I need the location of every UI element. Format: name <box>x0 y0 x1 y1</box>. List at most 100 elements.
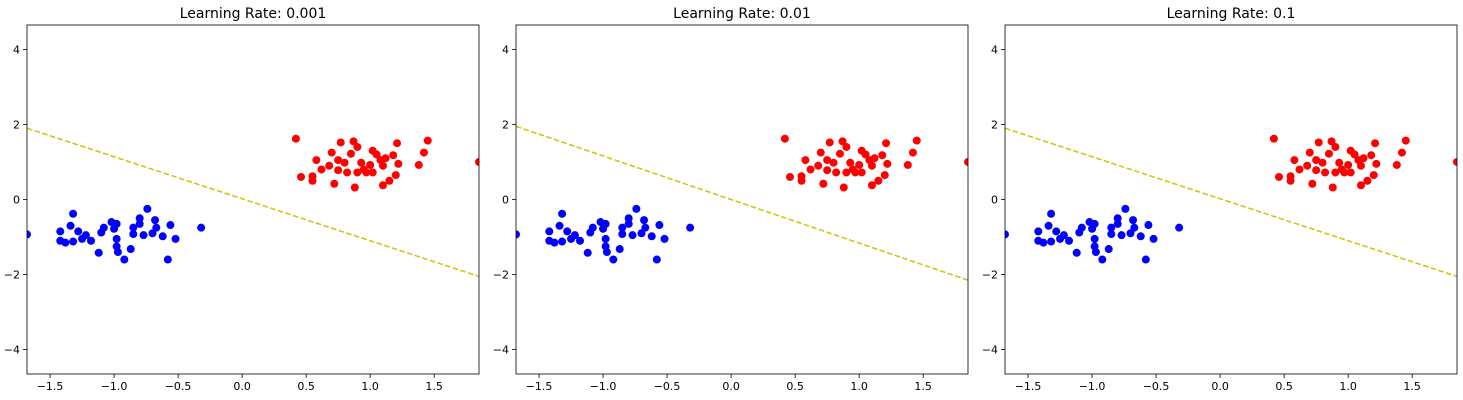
red-point <box>1340 168 1349 177</box>
red-point <box>1303 161 1312 170</box>
blue-point <box>152 223 161 232</box>
blue-point <box>112 234 121 243</box>
blue-point <box>113 248 122 257</box>
red-point <box>878 151 887 160</box>
y-tick-label: −2 <box>4 269 20 282</box>
red-point <box>297 172 306 181</box>
blue-point <box>69 209 78 218</box>
red-point <box>381 154 390 163</box>
blue-point <box>637 229 646 238</box>
red-point <box>372 150 381 159</box>
red-point <box>353 142 362 151</box>
x-tick-label: 0.5 <box>297 380 315 393</box>
plot-area <box>27 127 479 278</box>
red-point <box>423 136 432 145</box>
red-point <box>1356 161 1365 170</box>
blue-point <box>558 237 567 246</box>
x-tick-label: −1.0 <box>590 380 617 393</box>
blue-point <box>632 204 641 213</box>
red-point <box>1369 171 1378 180</box>
red-point <box>867 181 876 190</box>
blue-point <box>1047 209 1056 218</box>
red-point <box>336 138 345 147</box>
blue-point <box>647 232 656 241</box>
x-tick-label: −1.5 <box>1015 380 1042 393</box>
blue-point <box>545 227 554 236</box>
x-tick-label: −1.5 <box>526 380 553 393</box>
blue-point <box>1039 238 1048 247</box>
x-tick-label: −0.5 <box>1143 380 1170 393</box>
blue-point <box>166 221 175 230</box>
red-point <box>801 156 810 165</box>
x-tick-label: −0.5 <box>654 380 681 393</box>
y-tick-label: −2 <box>493 269 509 282</box>
red-point <box>391 171 400 180</box>
axes-frame <box>515 24 969 375</box>
red-point <box>362 168 371 177</box>
red-point <box>1275 172 1284 181</box>
x-tick-label: 0.5 <box>786 380 804 393</box>
axes-frame <box>26 24 480 375</box>
red-point <box>1327 137 1336 146</box>
blue-point <box>158 232 167 241</box>
red-point <box>389 151 398 160</box>
y-tick-label: 0 <box>13 194 20 207</box>
decision-boundary-line <box>1005 127 1457 278</box>
blue-point <box>618 223 627 232</box>
red-point <box>1308 179 1317 188</box>
x-tick-label: 0.0 <box>722 380 740 393</box>
blue-point <box>129 223 138 232</box>
blue-point <box>126 245 135 254</box>
blue-point <box>655 221 664 230</box>
blue-point <box>1059 231 1068 240</box>
blue-point <box>624 219 633 228</box>
red-point <box>814 161 823 170</box>
blue-point <box>1090 219 1099 228</box>
red-point <box>842 142 851 151</box>
blue-point <box>1091 248 1100 257</box>
red-point <box>780 134 789 143</box>
blue-point <box>555 221 564 230</box>
blue-point <box>570 231 579 240</box>
red-point <box>816 148 825 157</box>
blue-point <box>516 230 520 239</box>
blue-point <box>583 248 592 257</box>
blue-point <box>1149 234 1158 243</box>
red-point <box>883 159 892 168</box>
x-tick-label: −1.0 <box>101 380 128 393</box>
red-point <box>325 161 334 170</box>
x-tick-label: −0.5 <box>165 380 192 393</box>
red-point <box>786 172 795 181</box>
red-point <box>1286 172 1295 181</box>
y-tick-label: 4 <box>502 43 509 56</box>
blue-point <box>66 221 75 230</box>
red-point <box>1324 149 1333 158</box>
blue-point <box>1065 236 1074 245</box>
blue-point <box>1113 219 1122 228</box>
plot-area <box>1005 127 1457 278</box>
red-point <box>1312 156 1321 165</box>
red-point <box>1397 148 1406 157</box>
red-point <box>861 150 870 159</box>
y-tick-label: 2 <box>13 118 20 131</box>
red-point <box>870 154 879 163</box>
red-point <box>1305 148 1314 157</box>
red-point <box>829 158 838 167</box>
blue-point <box>1005 230 1009 239</box>
blue-point <box>1034 227 1043 236</box>
blue-point <box>171 234 180 243</box>
blue-point <box>1113 214 1122 223</box>
x-tick-label: 1.0 <box>1339 380 1357 393</box>
blue-point <box>139 231 148 240</box>
subplot-lr-0001: Learning Rate: 0.001 −1.5 −1.0 −0.5 0.0 0.5 1.… <box>4 6 480 393</box>
blue-point <box>588 223 597 232</box>
blue-point <box>652 255 661 264</box>
y-tick-label: −4 <box>982 344 998 357</box>
x-tick-label: 0.5 <box>1275 380 1293 393</box>
red-point <box>343 168 352 177</box>
blue-point <box>1175 223 1184 232</box>
red-point <box>838 137 847 146</box>
y-tick-label: 0 <box>502 194 509 207</box>
blue-point <box>148 229 157 238</box>
